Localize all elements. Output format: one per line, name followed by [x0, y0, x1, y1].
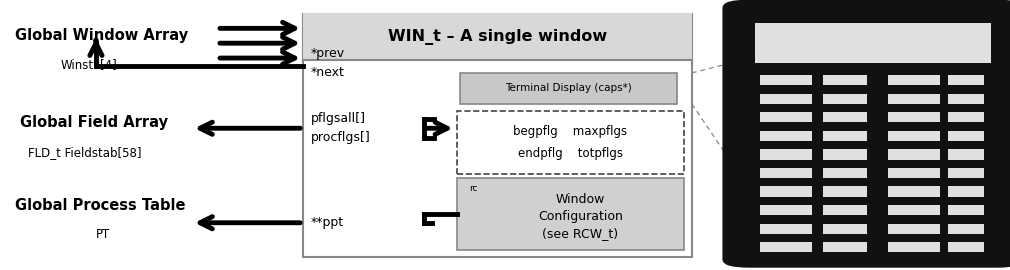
FancyBboxPatch shape — [457, 178, 684, 250]
FancyBboxPatch shape — [948, 131, 984, 141]
FancyBboxPatch shape — [823, 75, 867, 85]
Text: Global Window Array: Global Window Array — [15, 28, 188, 43]
FancyBboxPatch shape — [888, 94, 940, 104]
Text: Window: Window — [556, 193, 605, 206]
FancyBboxPatch shape — [760, 168, 812, 178]
FancyBboxPatch shape — [457, 111, 684, 174]
Text: WIN_t – A single window: WIN_t – A single window — [388, 29, 607, 45]
FancyBboxPatch shape — [755, 23, 991, 63]
FancyBboxPatch shape — [760, 242, 812, 252]
FancyBboxPatch shape — [888, 131, 940, 141]
FancyBboxPatch shape — [823, 94, 867, 104]
FancyBboxPatch shape — [303, 14, 692, 60]
Text: Global Process Table: Global Process Table — [15, 198, 186, 213]
FancyBboxPatch shape — [760, 187, 812, 197]
FancyBboxPatch shape — [460, 73, 677, 104]
FancyBboxPatch shape — [948, 168, 984, 178]
FancyBboxPatch shape — [823, 205, 867, 215]
FancyBboxPatch shape — [948, 224, 984, 234]
Text: Winstk[4]: Winstk[4] — [61, 58, 117, 71]
FancyBboxPatch shape — [948, 187, 984, 197]
Text: PT: PT — [96, 228, 110, 241]
Text: Global Field Array: Global Field Array — [20, 115, 169, 130]
FancyBboxPatch shape — [888, 149, 940, 160]
FancyBboxPatch shape — [823, 187, 867, 197]
Text: FLD_t Fieldstab[58]: FLD_t Fieldstab[58] — [28, 146, 141, 159]
Text: procflgs[]: procflgs[] — [311, 131, 371, 144]
Text: (see RCW_t): (see RCW_t) — [542, 228, 618, 241]
Text: begpflg    maxpflgs: begpflg maxpflgs — [513, 124, 627, 137]
FancyBboxPatch shape — [823, 112, 867, 122]
Text: *next: *next — [311, 66, 345, 79]
FancyBboxPatch shape — [760, 94, 812, 104]
FancyBboxPatch shape — [823, 131, 867, 141]
Text: *prev: *prev — [311, 48, 345, 60]
FancyBboxPatch shape — [823, 242, 867, 252]
FancyBboxPatch shape — [760, 149, 812, 160]
FancyBboxPatch shape — [760, 131, 812, 141]
FancyBboxPatch shape — [888, 168, 940, 178]
Text: pflgsall[]: pflgsall[] — [311, 112, 366, 125]
Text: **ppt: **ppt — [311, 216, 344, 229]
FancyBboxPatch shape — [888, 242, 940, 252]
FancyBboxPatch shape — [724, 1, 1010, 266]
FancyBboxPatch shape — [888, 75, 940, 85]
FancyBboxPatch shape — [948, 112, 984, 122]
FancyBboxPatch shape — [948, 205, 984, 215]
FancyBboxPatch shape — [948, 75, 984, 85]
FancyBboxPatch shape — [823, 149, 867, 160]
FancyBboxPatch shape — [303, 14, 692, 256]
FancyBboxPatch shape — [888, 112, 940, 122]
FancyBboxPatch shape — [948, 94, 984, 104]
FancyBboxPatch shape — [823, 168, 867, 178]
Text: Terminal Display (caps*): Terminal Display (caps*) — [505, 83, 631, 93]
FancyBboxPatch shape — [888, 205, 940, 215]
Text: rc: rc — [469, 184, 477, 193]
FancyBboxPatch shape — [760, 75, 812, 85]
FancyBboxPatch shape — [888, 224, 940, 234]
FancyBboxPatch shape — [888, 187, 940, 197]
FancyBboxPatch shape — [948, 149, 984, 160]
FancyBboxPatch shape — [760, 224, 812, 234]
FancyBboxPatch shape — [760, 205, 812, 215]
FancyBboxPatch shape — [760, 112, 812, 122]
FancyBboxPatch shape — [823, 224, 867, 234]
FancyBboxPatch shape — [948, 242, 984, 252]
Text: Configuration: Configuration — [537, 210, 623, 223]
Text: endpflg    totpflgs: endpflg totpflgs — [518, 147, 622, 160]
